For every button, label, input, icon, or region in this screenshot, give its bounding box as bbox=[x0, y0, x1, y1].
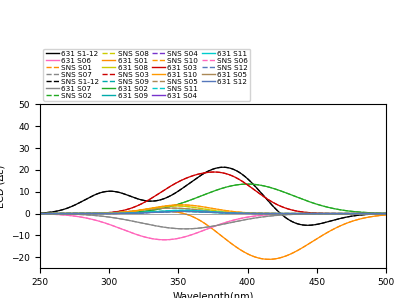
Y-axis label: ECD (Δε): ECD (Δε) bbox=[0, 164, 6, 208]
X-axis label: Wavelength(nm): Wavelength(nm) bbox=[172, 292, 254, 298]
Legend: 631 S1-12, 631 S06, SNS S01, SNS S07, SNS S1-12, 631 S07, SNS S02, SNS S08, 631 : 631 S1-12, 631 S06, SNS S01, SNS S07, SN… bbox=[43, 49, 250, 101]
